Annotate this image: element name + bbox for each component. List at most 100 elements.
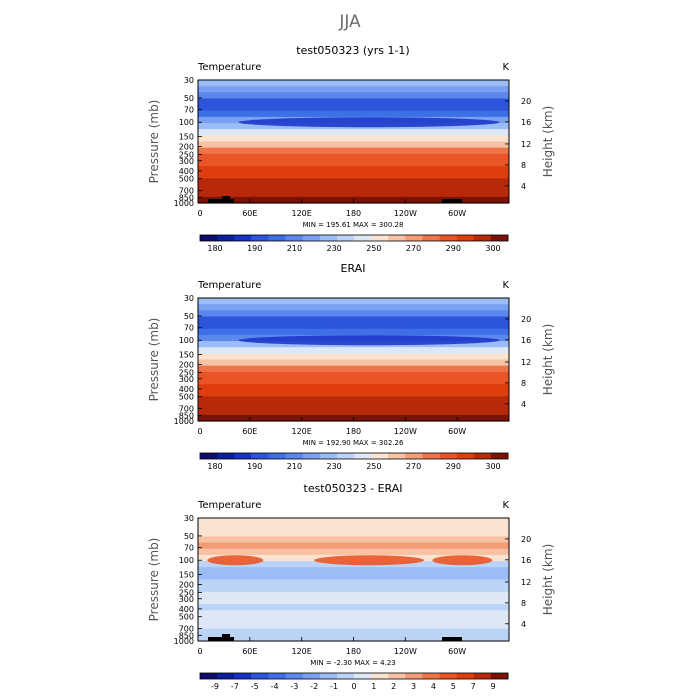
y-tick-label: 400 <box>179 167 194 176</box>
colorbar-label: -3 <box>290 682 298 691</box>
colorbar-label: 4 <box>431 682 436 691</box>
heatmap-band <box>198 92 509 100</box>
heatmap-band <box>198 573 509 581</box>
y-tick-label: 100 <box>179 336 194 345</box>
colorbar-label: 5 <box>451 682 456 691</box>
colorbar-swatch <box>388 673 406 679</box>
height-tick-label: 16 <box>521 118 531 127</box>
y-tick-label: 850 <box>179 193 194 202</box>
colorbar-swatch <box>234 235 252 241</box>
heatmap-band <box>198 604 509 611</box>
y-axis-right-label: Height (km) <box>541 106 555 177</box>
colorbar-label: 270 <box>406 244 421 253</box>
colorbar-swatch <box>217 673 235 679</box>
y-axis-label: Pressure (mb) <box>147 318 161 402</box>
y-tick-label: 850 <box>179 631 194 640</box>
colorbar-frame <box>199 672 509 680</box>
heatmap-band <box>198 542 509 550</box>
y-tick-label: 300 <box>179 595 194 604</box>
colorbar-swatch <box>285 235 304 241</box>
x-tick-label: 180 <box>346 647 361 656</box>
y-tick-label: 300 <box>179 375 194 384</box>
colorbar-swatch <box>302 453 321 459</box>
y-tick-label: 700 <box>179 404 194 413</box>
height-tick-label: 20 <box>521 535 531 544</box>
colorbar-swatch <box>251 453 269 459</box>
panel-stats: MIN = 195.61 MAX = 300.28 <box>303 221 404 229</box>
y-tick-label: 1000 <box>174 637 194 646</box>
colorbar-swatch <box>217 453 235 459</box>
heatmap-band <box>198 518 509 525</box>
colorbar-swatch <box>251 673 269 679</box>
colorbar-swatch <box>422 235 440 241</box>
heatmap-band <box>198 190 509 198</box>
x-tick-label: 0 <box>197 647 202 656</box>
colorbar-swatch <box>388 453 406 459</box>
heatmap-band <box>198 408 509 416</box>
heatmap-band <box>198 98 509 106</box>
heatmap-band <box>198 365 509 373</box>
colorbar-swatch <box>336 235 355 241</box>
colorbar-label: 190 <box>247 244 262 253</box>
x-tick-label: 120W <box>394 209 417 218</box>
heatmap-band <box>198 172 509 179</box>
heatmap-band <box>198 353 509 361</box>
heatmap-band <box>198 135 509 143</box>
colorbar-swatch <box>336 673 355 679</box>
x-tick-label: 180 <box>346 209 361 218</box>
panel-units-label: K <box>502 280 509 291</box>
diff-core-center <box>314 555 425 566</box>
y-tick-label: 50 <box>184 532 194 541</box>
x-tick-label: 180 <box>346 427 361 436</box>
height-tick-label: 12 <box>521 358 531 367</box>
topography-block <box>442 199 462 203</box>
height-tick-label: 12 <box>521 140 531 149</box>
colorbar-swatch <box>422 673 440 679</box>
y-tick-label: 50 <box>184 94 194 103</box>
colorbar-label: 1 <box>371 682 376 691</box>
colorbar-label: -1 <box>330 682 338 691</box>
colorbar-label: -5 <box>251 682 259 691</box>
x-tick-label: 120E <box>292 427 312 436</box>
y-tick-label: 150 <box>179 132 194 141</box>
colorbar-swatch <box>354 673 372 679</box>
y-tick-label: 70 <box>184 324 194 333</box>
chart-panel-1: test050323 (yrs 1-1) Temperature K 30 50 70 10… <box>147 44 555 253</box>
y-tick-label: 250 <box>179 368 194 377</box>
heatmap-band <box>198 298 509 305</box>
heatmap-band <box>198 597 509 605</box>
y-tick-label: 700 <box>179 624 194 633</box>
y-tick-label: 300 <box>179 157 194 166</box>
heatmap-band <box>198 310 509 318</box>
heatmap-band <box>198 347 509 354</box>
heatmap-band <box>198 616 509 624</box>
diff-core-left <box>207 555 264 566</box>
panel-left-label: Temperature <box>197 62 261 73</box>
height-tick-label: 8 <box>521 161 526 170</box>
height-tick-label: 16 <box>521 336 531 345</box>
colorbar-swatch <box>268 235 286 241</box>
y-tick-label: 400 <box>179 605 194 614</box>
panel-units-label: K <box>502 62 509 73</box>
colorbar-swatch <box>456 453 475 459</box>
heatmap-band <box>198 622 509 630</box>
colorbar-swatch <box>268 673 286 679</box>
colorbar-swatch <box>405 453 423 459</box>
height-tick-label: 20 <box>521 315 531 324</box>
colorbar-swatch <box>319 235 338 241</box>
height-tick-label: 16 <box>521 556 531 565</box>
y-axis-label: Pressure (mb) <box>147 100 161 184</box>
x-tick-label: 0 <box>197 427 202 436</box>
heatmap-band <box>198 86 509 93</box>
colorbar-swatch <box>251 235 269 241</box>
colorbar-swatch <box>285 673 304 679</box>
heatmap-band <box>198 147 509 155</box>
colorbar-swatch <box>473 673 492 679</box>
topography-block <box>208 637 234 641</box>
heatmap-band <box>198 396 509 404</box>
colorbar-swatch <box>319 453 338 459</box>
heatmap-band <box>198 567 509 574</box>
colorbar-swatch <box>302 235 321 241</box>
panel-left-label: Temperature <box>197 280 261 291</box>
